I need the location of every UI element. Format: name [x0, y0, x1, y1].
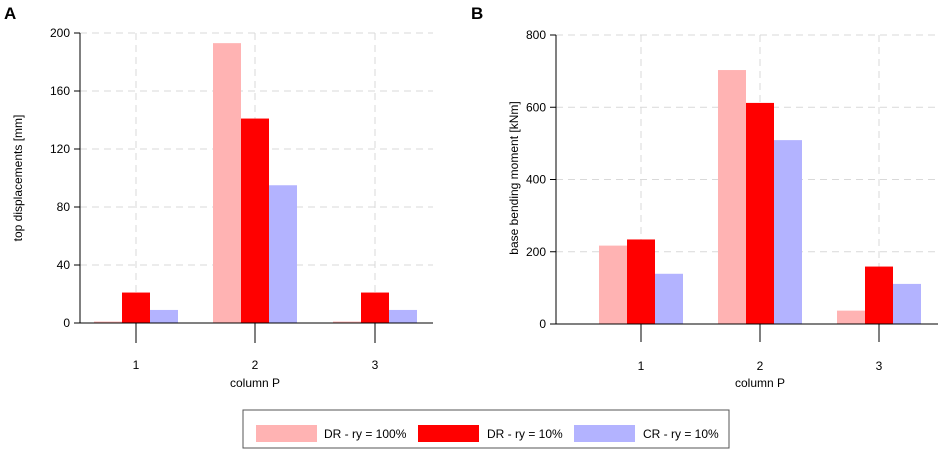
- x-tick-label: 2: [757, 359, 764, 373]
- bars: [599, 70, 921, 324]
- bar: [213, 43, 241, 324]
- y-tick-label: 160: [50, 84, 70, 98]
- x-tick-label: 3: [372, 358, 379, 372]
- axes: [74, 32, 433, 343]
- legend-swatch-dr-10: [418, 425, 479, 442]
- y-tick-label: 0: [539, 317, 546, 331]
- bar: [94, 321, 122, 323]
- bar: [627, 239, 655, 324]
- y-tick-label: 80: [57, 200, 71, 214]
- x-axis-label: column P: [735, 376, 785, 390]
- bar: [122, 292, 150, 323]
- bar: [746, 102, 774, 324]
- legend: DR - ry = 100% DR - ry = 10% CR - ry = 1…: [242, 409, 730, 449]
- panel-letter-b: B: [471, 4, 483, 23]
- legend-box: [242, 409, 730, 449]
- x-tick-label: 2: [252, 358, 259, 372]
- bar: [269, 185, 297, 323]
- bar: [655, 273, 683, 324]
- y-tick-label: 40: [57, 258, 71, 272]
- legend-label-dr-100: DR - ry = 100%: [324, 427, 407, 441]
- bar: [389, 309, 417, 323]
- legend-label-dr-10: DR - ry = 10%: [487, 427, 563, 441]
- axes: [550, 34, 938, 342]
- bar: [150, 309, 178, 323]
- tick-labels: 0 40 80 120 160 200 1 2 3: [50, 26, 379, 372]
- y-tick-label: 120: [50, 142, 70, 156]
- y-axis-label: base bending moment [kNm]: [507, 101, 521, 254]
- bar: [718, 70, 746, 324]
- x-tick-label: 1: [133, 358, 140, 372]
- bars: [94, 43, 417, 324]
- x-tick-label: 1: [638, 359, 645, 373]
- bar: [837, 310, 865, 324]
- chart-panel-b: B 0 200 400 600 800 1 2 3 base bending moment […: [471, 4, 938, 390]
- legend-label-cr-10: CR - ry = 10%: [643, 427, 719, 441]
- bar: [599, 245, 627, 324]
- bar: [774, 140, 802, 324]
- y-axis-label: top displacements [mm]: [11, 115, 25, 242]
- bar: [893, 283, 921, 324]
- bar: [361, 292, 389, 323]
- x-tick-label: 3: [876, 359, 883, 373]
- y-tick-label: 200: [526, 245, 546, 259]
- chart-panel-a: A 0 40 80 120 160 200 1 2 3 top displacements [m…: [4, 4, 433, 390]
- bar: [333, 321, 361, 323]
- y-tick-label: 0: [63, 316, 70, 330]
- x-axis-label: column P: [230, 376, 280, 390]
- panel-letter-a: A: [4, 4, 16, 23]
- legend-swatch-cr-10: [574, 425, 635, 442]
- y-tick-label: 200: [50, 26, 70, 40]
- bar: [241, 118, 269, 323]
- legend-swatch-dr-100: [256, 425, 317, 442]
- bar: [865, 266, 893, 324]
- y-tick-label: 800: [526, 28, 546, 42]
- y-tick-label: 600: [526, 100, 546, 114]
- tick-labels: 0 200 400 600 800 1 2 3: [526, 28, 883, 373]
- y-tick-label: 400: [526, 173, 546, 187]
